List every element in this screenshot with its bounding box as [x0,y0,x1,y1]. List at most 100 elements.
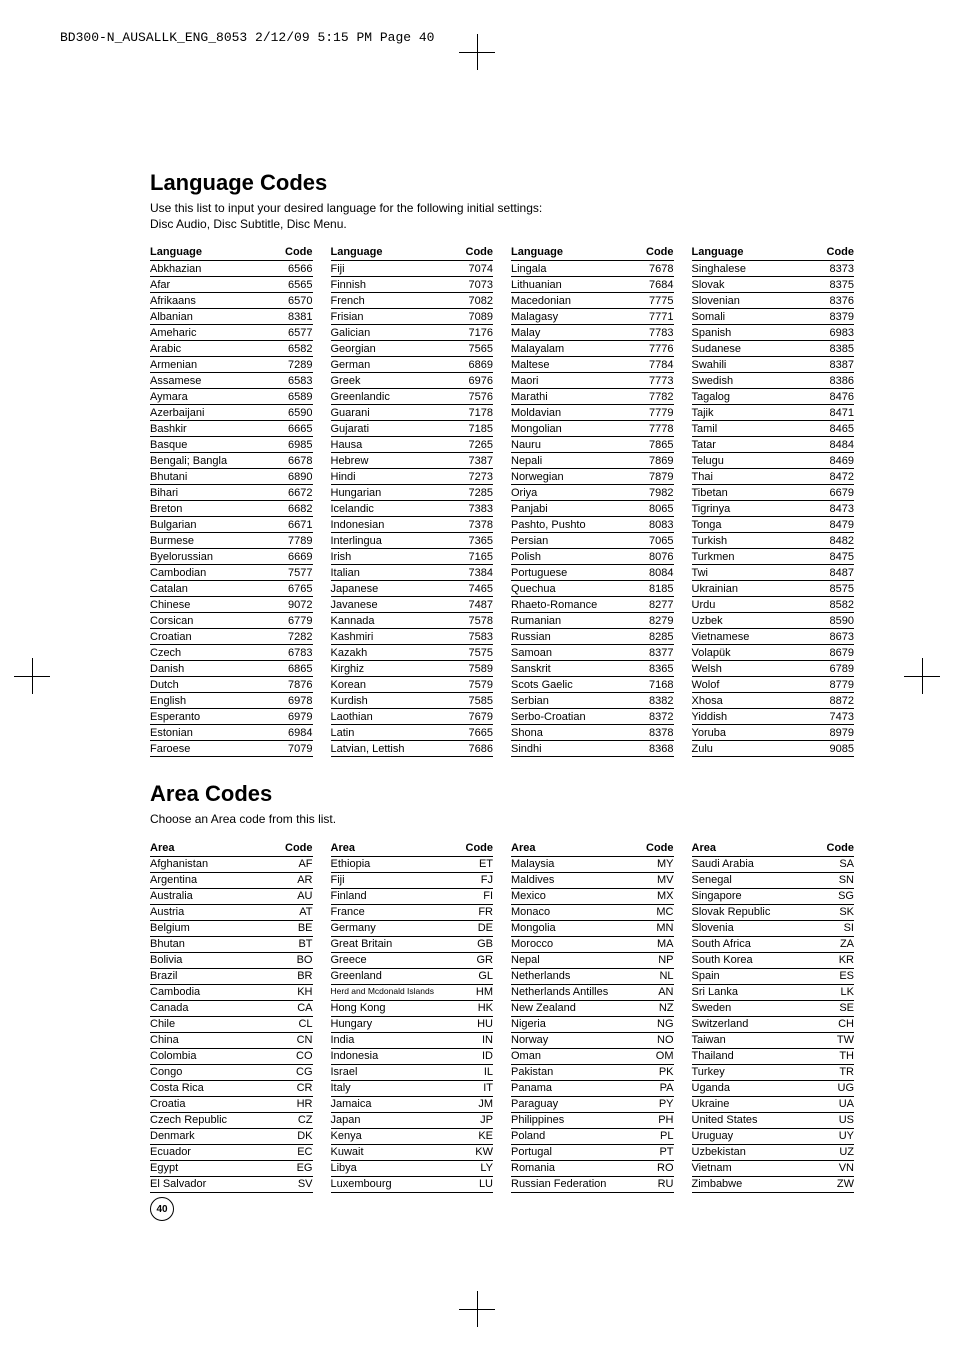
cell-name: Japanese [331,581,442,597]
cell-code: 7684 [622,277,674,293]
cell-name: Germany [331,920,442,936]
cell-code: DE [441,920,493,936]
cell-code: 7365 [441,533,493,549]
cell-name: English [150,693,261,709]
cell-name: Panama [511,1080,622,1096]
cell-code: ES [802,968,854,984]
cell-name: Assamese [150,373,261,389]
table-row: SwedenSE [692,1000,855,1016]
cell-code: 7073 [441,277,493,293]
cell-name: Turkey [692,1064,803,1080]
table-row: Indonesian7378 [331,517,494,533]
cell-code: 7289 [261,357,313,373]
cell-code: 7678 [622,261,674,277]
cell-name: Greek [331,373,442,389]
cell-name: Hebrew [331,453,442,469]
cell-name: Twi [692,565,803,581]
table-row: Wolof8779 [692,677,855,693]
cell-code: 8378 [622,725,674,741]
table-row: Portuguese8084 [511,565,674,581]
cell-code: 8386 [802,373,854,389]
area-codes-tables: AreaCodeAfghanistanAFArgentinaARAustrali… [150,840,854,1193]
cell-code: 7378 [441,517,493,533]
table-row: South KoreaKR [692,952,855,968]
cell-code: ID [441,1048,493,1064]
column-header: Code [622,244,674,261]
cell-code: BO [261,952,313,968]
cell-code: SN [802,872,854,888]
cell-code: SG [802,888,854,904]
table-row: Danish6865 [150,661,313,677]
cell-name: Herd and Mcdonald Islands [331,984,442,1000]
cell-code: BR [261,968,313,984]
table-row: Korean7579 [331,677,494,693]
table-row: Netherlands AntillesAN [511,984,674,1000]
cell-name: Hausa [331,437,442,453]
cell-name: Serbian [511,693,622,709]
cell-name: Saudi Arabia [692,856,803,872]
cell-name: Colombia [150,1048,261,1064]
cell-name: Bulgarian [150,517,261,533]
cell-code: 7778 [622,421,674,437]
table-row: Russian FederationRU [511,1176,674,1192]
table-row: BrazilBR [150,968,313,984]
cell-name: Israel [331,1064,442,1080]
cell-name: Italian [331,565,442,581]
table-row: Interlingua7365 [331,533,494,549]
cell-code: 7665 [441,725,493,741]
cell-code: NL [622,968,674,984]
table-row: DenmarkDK [150,1128,313,1144]
cell-name: Guarani [331,405,442,421]
cell-code: 6890 [261,469,313,485]
cell-name: Chinese [150,597,261,613]
cell-code: 7079 [261,741,313,757]
table-row: Tatar8484 [692,437,855,453]
cell-name: Samoan [511,645,622,661]
table-row: Catalan6765 [150,581,313,597]
cell-code: 8465 [802,421,854,437]
cell-name: Mexico [511,888,622,904]
cell-name: Tonga [692,517,803,533]
cell-code: 6679 [802,485,854,501]
cell-code: 7585 [441,693,493,709]
table-row: Yiddish7473 [692,709,855,725]
cell-name: Egypt [150,1160,261,1176]
cell-name: Libya [331,1160,442,1176]
table-row: Tajik8471 [692,405,855,421]
cell-name: Yoruba [692,725,803,741]
cell-name: Morocco [511,936,622,952]
cell-code: 8582 [802,597,854,613]
cell-code: ET [441,856,493,872]
cell-code: 6582 [261,341,313,357]
table-row: NigeriaNG [511,1016,674,1032]
table-row: KenyaKE [331,1128,494,1144]
cell-name: Afrikaans [150,293,261,309]
table-row: Singhalese8373 [692,261,855,277]
cell-name: Australia [150,888,261,904]
cell-name: Nepali [511,453,622,469]
cell-code: CR [261,1080,313,1096]
table-row: Armenian7289 [150,357,313,373]
cell-code: NP [622,952,674,968]
cell-code: 8373 [802,261,854,277]
table-row: Bhutani6890 [150,469,313,485]
cell-name: Afghanistan [150,856,261,872]
cell-name: Lingala [511,261,622,277]
table-row: Estonian6984 [150,725,313,741]
cell-code: 8379 [802,309,854,325]
cell-code: OM [622,1048,674,1064]
table-row: Kashmiri7583 [331,629,494,645]
table-row: Herd and Mcdonald IslandsHM [331,984,494,1000]
cell-name: Slovenian [692,293,803,309]
cell-name: Malagasy [511,309,622,325]
table-row: FijiFJ [331,872,494,888]
table-row: EgyptEG [150,1160,313,1176]
cell-name: Lithuanian [511,277,622,293]
table-row: Bashkir6665 [150,421,313,437]
cell-name: Azerbaijani [150,405,261,421]
code-table: LanguageCodeSinghalese8373Slovak8375Slov… [692,244,855,757]
cell-name: Hong Kong [331,1000,442,1016]
cell-name: Macedonian [511,293,622,309]
table-row: SpainES [692,968,855,984]
cell-code: GL [441,968,493,984]
